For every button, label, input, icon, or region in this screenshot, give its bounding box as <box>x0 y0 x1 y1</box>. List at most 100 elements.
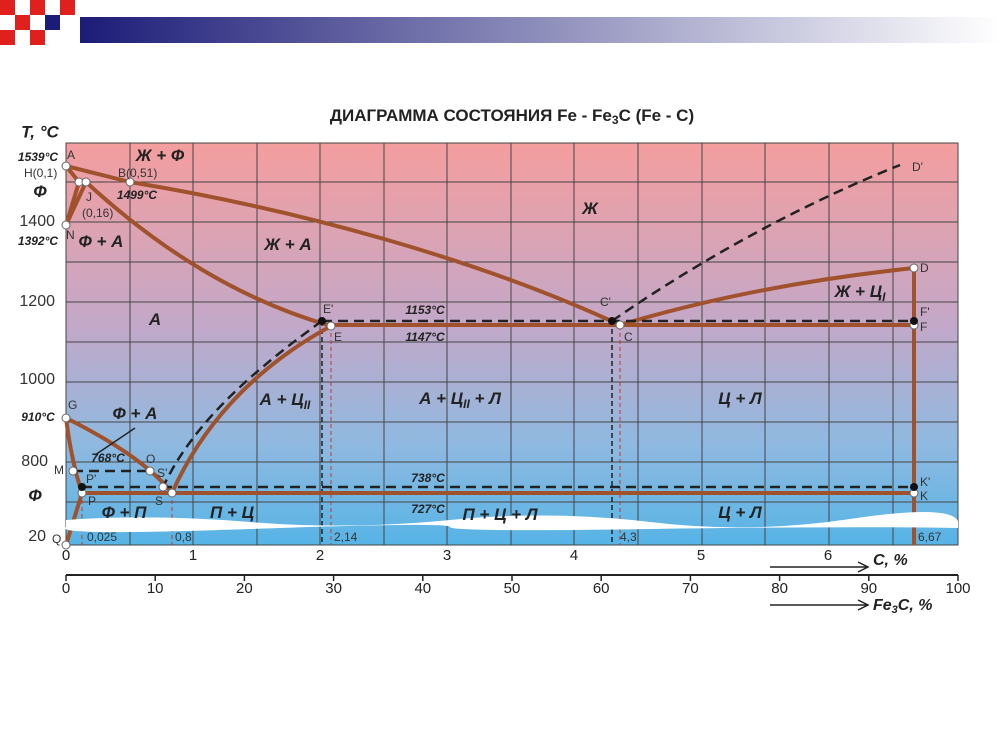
carbon-axis-label: C, % <box>873 552 908 569</box>
axis-break <box>64 511 958 533</box>
y-axis-label: T, °C <box>21 122 59 141</box>
temp-label: 910°C <box>21 410 55 424</box>
axis-label-sub: 3 <box>892 604 898 616</box>
point-label: C <box>624 330 633 344</box>
region-text: А + Ц <box>259 390 305 409</box>
region-label: Ф <box>28 486 42 505</box>
cementite-tick-label: 70 <box>682 580 699 597</box>
header-decoration <box>0 0 1000 45</box>
grid <box>66 143 958 545</box>
title-sub: 3 <box>612 113 619 127</box>
temp-label: 1147°C <box>405 330 445 344</box>
point-label: N <box>66 228 75 242</box>
temp-label: 727°C <box>411 502 445 516</box>
temperature-labels: 1539°C 1499°C 1392°C 910°C 768°C 1153°C … <box>18 150 445 516</box>
region-sub: II <box>463 397 470 411</box>
point-label: F <box>920 320 927 334</box>
cementite-tick-label: 10 <box>147 580 164 597</box>
cementite-tick-label: 40 <box>414 580 431 597</box>
region-label: Ж + Ф <box>135 146 185 165</box>
temp-label: 1153°C <box>405 303 445 317</box>
point-label: H(0,1) <box>24 166 57 180</box>
cementite-tick-label: 80 <box>771 580 788 597</box>
axis-label-tail: C, % <box>898 597 933 614</box>
plot <box>61 142 959 550</box>
metastable-lines <box>73 163 914 489</box>
point-label: J <box>86 190 92 204</box>
region-label: Ж + А <box>263 235 311 254</box>
title-text: ДИАГРАММА СОСТОЯНИЯ Fe - Fe <box>330 106 612 125</box>
region-label: Ф + А <box>113 404 158 423</box>
region-label: П + Ц + Л <box>462 505 537 524</box>
point-labels: A H(0,1) B(0,51) J (0,16) N E' E C' C D'… <box>24 148 930 546</box>
region-label: Ц + Л <box>718 503 762 522</box>
region-label: П + Ц <box>210 503 255 522</box>
title-tail: C (Fe - C) <box>619 106 695 125</box>
point-markers <box>61 161 919 550</box>
carbon-tick-label: 2 <box>316 547 324 564</box>
point-label: D <box>920 261 929 275</box>
y-tick-label: 20 <box>28 528 46 545</box>
axis-label-text: Fe <box>873 597 892 614</box>
region-label: Ф + П <box>102 503 148 522</box>
region-text: Ж <box>581 199 599 218</box>
region-text: А <box>148 310 161 329</box>
point-label: O <box>146 452 155 466</box>
point-label: M <box>54 463 64 477</box>
point-label: B(0,51) <box>118 166 157 180</box>
region-label: Ж <box>581 199 599 218</box>
point-label: K' <box>920 475 930 489</box>
carbon-tick-label: 4 <box>570 547 578 564</box>
temp-label: 1539°C <box>18 150 58 164</box>
carbon-tick-label: 5 <box>697 547 705 564</box>
y-tick-label: 1000 <box>19 371 55 388</box>
point-label: E' <box>323 302 333 316</box>
point-label: F' <box>920 305 930 319</box>
region-text: Ф <box>33 182 47 201</box>
carbon-tick-label: 3 <box>443 547 451 564</box>
composition-label: 0,8 <box>175 530 192 544</box>
region-label: А <box>148 310 161 329</box>
phase-lines <box>64 164 916 546</box>
region-text: Ф <box>28 486 42 505</box>
carbon-tick-label: 6 <box>824 547 832 564</box>
cementite-tick-label: 90 <box>860 580 877 597</box>
point-label: Q <box>52 532 61 546</box>
cementite-tick-label: 60 <box>593 580 610 597</box>
temp-label: 1499°C <box>117 188 157 202</box>
region-text: Ж + А <box>263 235 311 254</box>
temp-label: 738°C <box>411 471 445 485</box>
region-label: Ф <box>33 182 47 201</box>
region-text: П + Ц + Л <box>462 505 537 524</box>
cementite-tick-label: 0 <box>62 580 70 597</box>
point-label: C' <box>600 295 611 309</box>
y-tick-label: 1200 <box>19 293 55 310</box>
region-labels: Ж + Ф Ф Ф + А Ж + А Ж А Ж + ЦI А + Ц II А… <box>28 146 886 524</box>
point-label: K <box>920 489 928 503</box>
point-label: P <box>88 494 96 508</box>
y-ticks: 1400 1200 1000 800 20 <box>19 213 55 545</box>
point-label: G <box>68 398 77 412</box>
guides <box>81 321 621 545</box>
point-label: P' <box>86 472 96 486</box>
composition-label: 6,67 <box>918 530 942 544</box>
region-label: Ж + ЦI <box>834 282 887 304</box>
region-text: Ф + А <box>113 404 158 423</box>
bottom-axes: C, % Fe3C, % 0 1 2 3 4 5 60 10 20 30 40 50 60 70 80 90 1… <box>62 547 971 616</box>
region-text: Ф + А <box>79 232 124 251</box>
cementite-tick-label: 100 <box>945 580 970 597</box>
title: ДИАГРАММА СОСТОЯНИЯ Fe - Fe3C (Fe - C) <box>330 106 694 127</box>
region-text: Ц + Л <box>718 389 762 408</box>
region-sub: I <box>882 290 886 304</box>
region-label: А + ЦII + Л <box>418 389 501 411</box>
region-text: Ф + П <box>102 503 148 522</box>
composition-label: 2,14 <box>334 530 358 544</box>
temp-label: 1392°C <box>18 234 58 248</box>
composition-label: 0,025 <box>87 530 117 544</box>
cementite-axis-label: Fe3C, % <box>873 597 932 616</box>
composition-labels: 0,025 0,8 2,14 4,3 6,67 <box>87 530 942 544</box>
region-label: Ф + А <box>79 232 124 251</box>
point-label: D' <box>912 160 923 174</box>
